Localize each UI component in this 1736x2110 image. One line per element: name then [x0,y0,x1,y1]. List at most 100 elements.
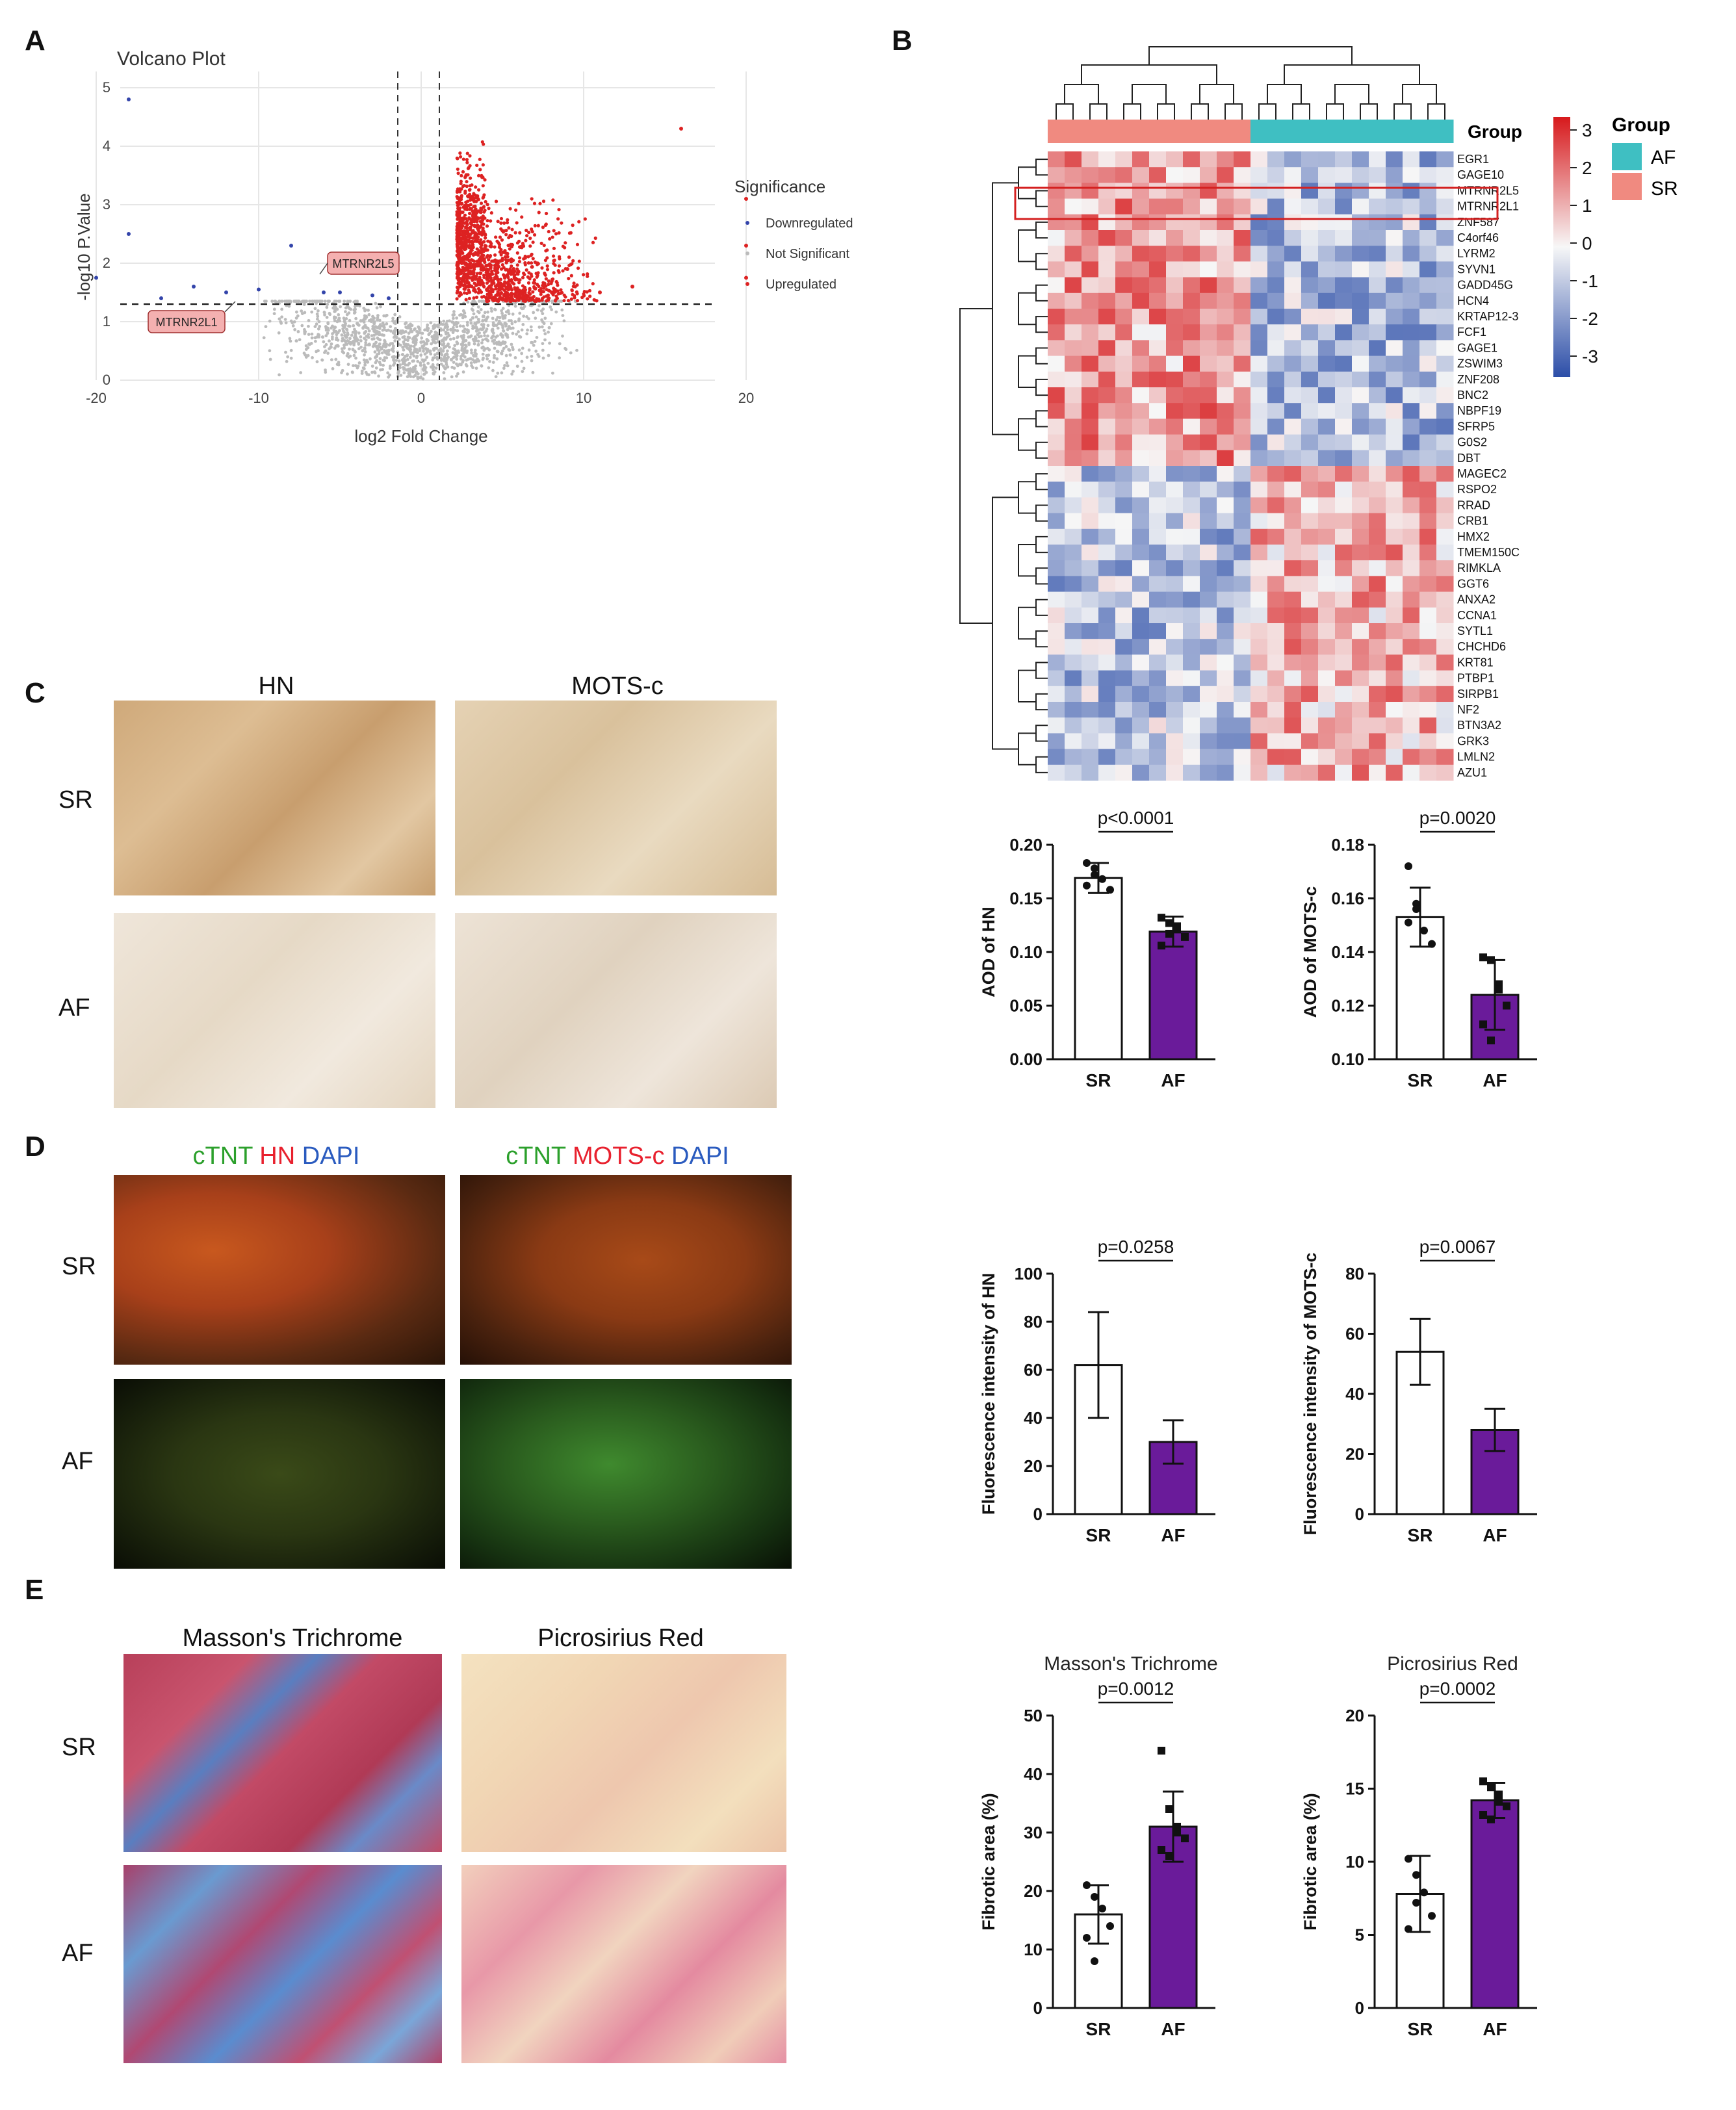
heatmap-cell [1250,198,1268,215]
volcano-point-ns [421,331,424,335]
volcano-point-ns [425,342,428,346]
heatmap-cell [1082,230,1099,246]
heatmap-cell [1335,528,1353,545]
heatmap-cell [1436,482,1454,498]
volcano-point-ns [351,348,355,352]
y-tick-label: 40 [1024,1408,1043,1428]
heatmap-cell [1234,607,1251,624]
heatmap-cell [1267,607,1285,624]
heatmap-cell [1115,434,1133,451]
volcano-point-up [497,287,501,290]
heatmap-cell [1200,387,1217,404]
volcano-point-ns [340,371,343,374]
volcano-point-up [496,290,500,294]
heatmap-cell [1048,749,1065,766]
heatmap-cell [1217,497,1234,514]
volcano-point-ns [333,326,337,329]
volcano-point-ns [392,359,396,363]
heatmap-cell [1250,183,1268,199]
volcano-point-ns [505,361,509,365]
volcano-point-ns [348,347,351,351]
volcano-point-ns [484,347,487,351]
volcano-point-ns [478,331,481,335]
heatmap-cell [1318,764,1336,781]
volcano-point-ns [294,310,298,314]
heatmap-cell [1386,418,1403,435]
volcano-point-ns [507,325,511,328]
volcano-point-ns [522,367,526,370]
heatmap-cell [1335,324,1353,341]
volcano-point-ns [310,336,314,340]
volcano-point-ns [446,328,449,331]
y-tick-label: 0.10 [1331,1049,1364,1069]
volcano-point-up [523,254,527,259]
volcano-point-ns [331,367,335,370]
volcano-point-up [483,232,487,236]
volcano-point-ns [499,332,503,336]
heatmap-cell [1301,418,1319,435]
heatmap-cell [1166,434,1184,451]
heatmap-cell [1386,528,1403,545]
volcano-point-up [515,221,519,225]
heatmap-cell [1301,246,1319,262]
heatmap-cell [1250,214,1268,231]
heatmap-cell [1115,513,1133,530]
heatmap-cell [1386,246,1403,262]
heatmap-cell [1183,309,1200,325]
volcano-point-ns [525,355,529,359]
dendro-left-branch [1035,504,1048,522]
heatmap-cell [1419,623,1437,639]
volcano-point-up [510,292,515,296]
heatmap-cell [1183,686,1200,702]
heatmap-cell [1403,466,1420,482]
heatmap-cell [1369,277,1386,294]
heatmap-cell [1352,355,1369,372]
heatmap-cell [1149,246,1167,262]
volcano-point-up [500,238,504,242]
volcano-point-ns [415,329,419,333]
heatmap-cell [1115,183,1133,199]
heatmap-cell [1335,686,1353,702]
volcano-point-up [484,199,487,204]
heatmap-cell [1065,230,1082,246]
volcano-point-ns [303,311,307,315]
sirius-sr-image [461,1654,786,1852]
heatmap-cell [1115,403,1133,419]
volcano-point-ns [419,375,422,379]
heatmap-cell [1082,576,1099,593]
volcano-point-ns [289,339,292,343]
heatmap-cell [1048,764,1065,781]
volcano-point-ns [360,369,364,373]
volcano-point-ns [520,328,524,332]
volcano-point-ns [316,309,320,313]
volcano-point-ns [461,316,465,320]
volcano-point-up [455,253,459,257]
volcano-point-ns [484,337,488,341]
volcano-point-up [541,283,545,288]
volcano-point-up [469,225,473,229]
volcano-point-up [472,268,476,272]
volcano-point-up [520,215,524,219]
volcano-point-ns [359,335,363,339]
heatmap-cell [1352,749,1369,766]
volcano-point-up [469,239,474,244]
heatmap-cell [1183,576,1200,593]
heatmap-cell [1419,545,1437,561]
volcano-point-up [460,242,463,246]
heatmap-cell [1098,482,1116,498]
volcano-point-up [517,281,521,285]
volcano-point-ns [318,324,322,328]
heatmap-cell [1132,355,1150,372]
heatmap-cell [1183,545,1200,561]
heatmap-cell [1301,528,1319,545]
volcano-point-ns [382,326,386,329]
heatmap-cell [1149,403,1167,419]
heatmap-cell [1352,607,1369,624]
heatmap-cell [1082,450,1099,467]
volcano-point-ns [313,300,317,303]
heatmap-cell [1318,292,1336,309]
volcano-point-ns [541,342,545,346]
volcano-point-ns [352,308,356,312]
y-axis-label: Fluorescence intensity of MOTS-c [1301,1252,1320,1535]
